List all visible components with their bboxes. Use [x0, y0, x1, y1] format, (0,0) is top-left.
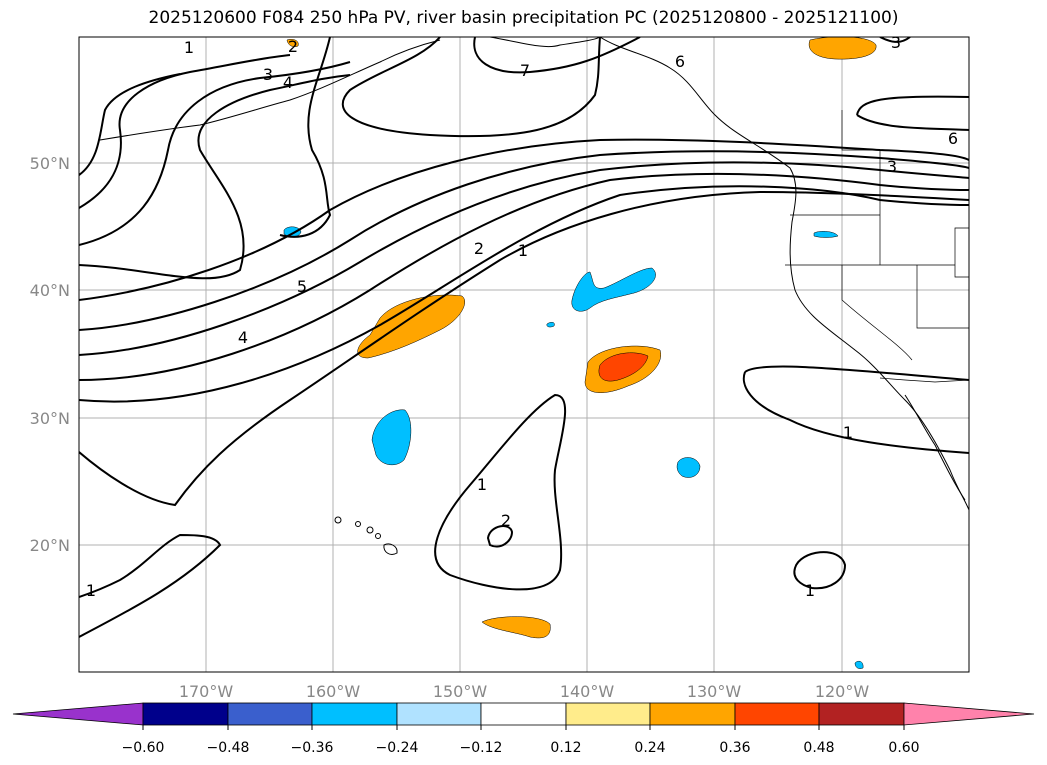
colorbar-tick-label: 0.60	[888, 740, 919, 756]
colorbar-tick-marks	[142, 725, 905, 730]
coastlines	[99, 37, 969, 511]
contour-label: 2	[288, 37, 298, 56]
pv-contour	[486, 525, 514, 548]
hawaiian-islands	[334, 516, 398, 555]
colorbar-segment	[480, 702, 567, 726]
pv-contour	[879, 37, 911, 43]
contour-label: 2	[474, 239, 484, 258]
pv-contour	[79, 61, 351, 246]
pv-contours	[79, 37, 969, 638]
lon-tick-label: 120°W	[815, 682, 870, 701]
negative-anomaly-area	[546, 322, 555, 328]
alaska-coastline	[489, 37, 601, 48]
pv-contour	[79, 185, 969, 403]
pv-contour	[341, 37, 601, 138]
contour-label: 1	[86, 581, 96, 600]
pv-contour	[79, 172, 969, 381]
colorbar-tick-label: −0.36	[291, 740, 334, 756]
colorbar-segment	[227, 702, 313, 726]
pv-contour	[793, 551, 847, 590]
pv-contour	[434, 393, 567, 591]
colorbar-tick-label: −0.48	[207, 740, 250, 756]
colorbar	[12, 702, 1035, 726]
lat-tick-label: 40°N	[30, 281, 70, 300]
colorbar-tick-label: 0.36	[719, 740, 750, 756]
pv-contour	[79, 533, 222, 638]
contour-label: 7	[520, 61, 530, 80]
positive-anomaly-area	[808, 37, 877, 60]
contour-labels: 1 2 3 4 7 6 3 6 3 5 4 2 1 1 1 2 1 1	[86, 33, 958, 600]
colorbar-segment	[818, 702, 905, 726]
pv-contour	[79, 161, 969, 356]
negative-anomaly-area	[854, 660, 864, 669]
colorbar-ticks: −0.60 −0.48 −0.36 −0.24 −0.12 0.12 0.24 …	[122, 740, 920, 756]
state-border	[785, 110, 969, 361]
negative-anomaly-area	[371, 409, 412, 466]
contour-label: 6	[675, 52, 685, 71]
colorbar-segment	[142, 702, 229, 726]
colorbar-segment	[649, 702, 736, 726]
contour-label: 4	[238, 328, 248, 347]
negative-anomaly-area	[813, 231, 839, 238]
aleutian-islands	[99, 39, 441, 141]
precip-pc-shading	[283, 37, 877, 669]
contour-label: 1	[477, 475, 487, 494]
colorbar-tick-label: −0.60	[122, 740, 165, 756]
lat-tick-label: 50°N	[30, 154, 70, 173]
colorbar-tick-label: −0.12	[460, 740, 503, 756]
longitude-labels: 170°W 160°W 150°W 140°W 130°W 120°W	[179, 682, 870, 701]
pv-contour	[79, 73, 181, 176]
contour-label: 1	[184, 38, 194, 57]
contour-label: 4	[283, 73, 293, 92]
pv-contour	[473, 37, 641, 74]
contour-label: 1	[805, 581, 815, 600]
colorbar-tick-label: −0.24	[376, 740, 419, 756]
lon-tick-label: 170°W	[179, 682, 234, 701]
contour-label: 3	[891, 33, 901, 52]
pv-contour	[79, 54, 291, 209]
strong-positive-anomaly-area	[598, 352, 649, 382]
lon-tick-label: 160°W	[306, 682, 361, 701]
contour-label: 1	[518, 241, 528, 260]
lon-tick-label: 150°W	[433, 682, 488, 701]
colorbar-tick-label: 0.24	[634, 740, 665, 756]
colorbar-tick-label: 0.48	[803, 740, 834, 756]
pv-contour	[856, 95, 969, 131]
colorbar-tick-label: 0.12	[550, 740, 581, 756]
lon-tick-label: 130°W	[687, 682, 742, 701]
positive-anomaly-area	[481, 616, 551, 639]
contour-label: 3	[263, 65, 273, 84]
contour-label: 3	[887, 157, 897, 176]
lat-tick-label: 20°N	[30, 536, 70, 555]
colorbar-segment	[396, 702, 482, 726]
contour-label: 6	[948, 129, 958, 148]
negative-anomaly-area	[676, 457, 701, 478]
baja-coastline	[904, 394, 966, 501]
map-border	[78, 36, 970, 673]
positive-anomaly-area	[286, 39, 299, 47]
colorbar-extend-low	[12, 702, 144, 726]
contour-label: 2	[501, 511, 511, 530]
pv-contour	[279, 37, 332, 238]
mexico-border	[879, 377, 969, 383]
colorbar-segment	[734, 702, 820, 726]
north-american-coastline	[599, 37, 969, 511]
contour-label: 5	[297, 277, 307, 296]
colorbar-segment	[565, 702, 651, 726]
pv-contour	[79, 138, 969, 301]
map-title: 2025120600 F084 250 hPa PV, river basin …	[148, 8, 899, 28]
colorbar-extend-high	[903, 702, 1035, 726]
pv-contour	[79, 150, 969, 331]
latitude-labels: 50°N 40°N 30°N 20°N	[30, 154, 70, 555]
negative-anomaly-area	[571, 267, 656, 312]
colorbar-segment	[311, 702, 398, 726]
lon-tick-label: 140°W	[560, 682, 615, 701]
pv-contour	[742, 365, 969, 454]
graticule	[79, 37, 969, 672]
lat-tick-label: 30°N	[30, 409, 70, 428]
pv-contour	[79, 190, 969, 507]
contour-label: 1	[843, 423, 853, 442]
